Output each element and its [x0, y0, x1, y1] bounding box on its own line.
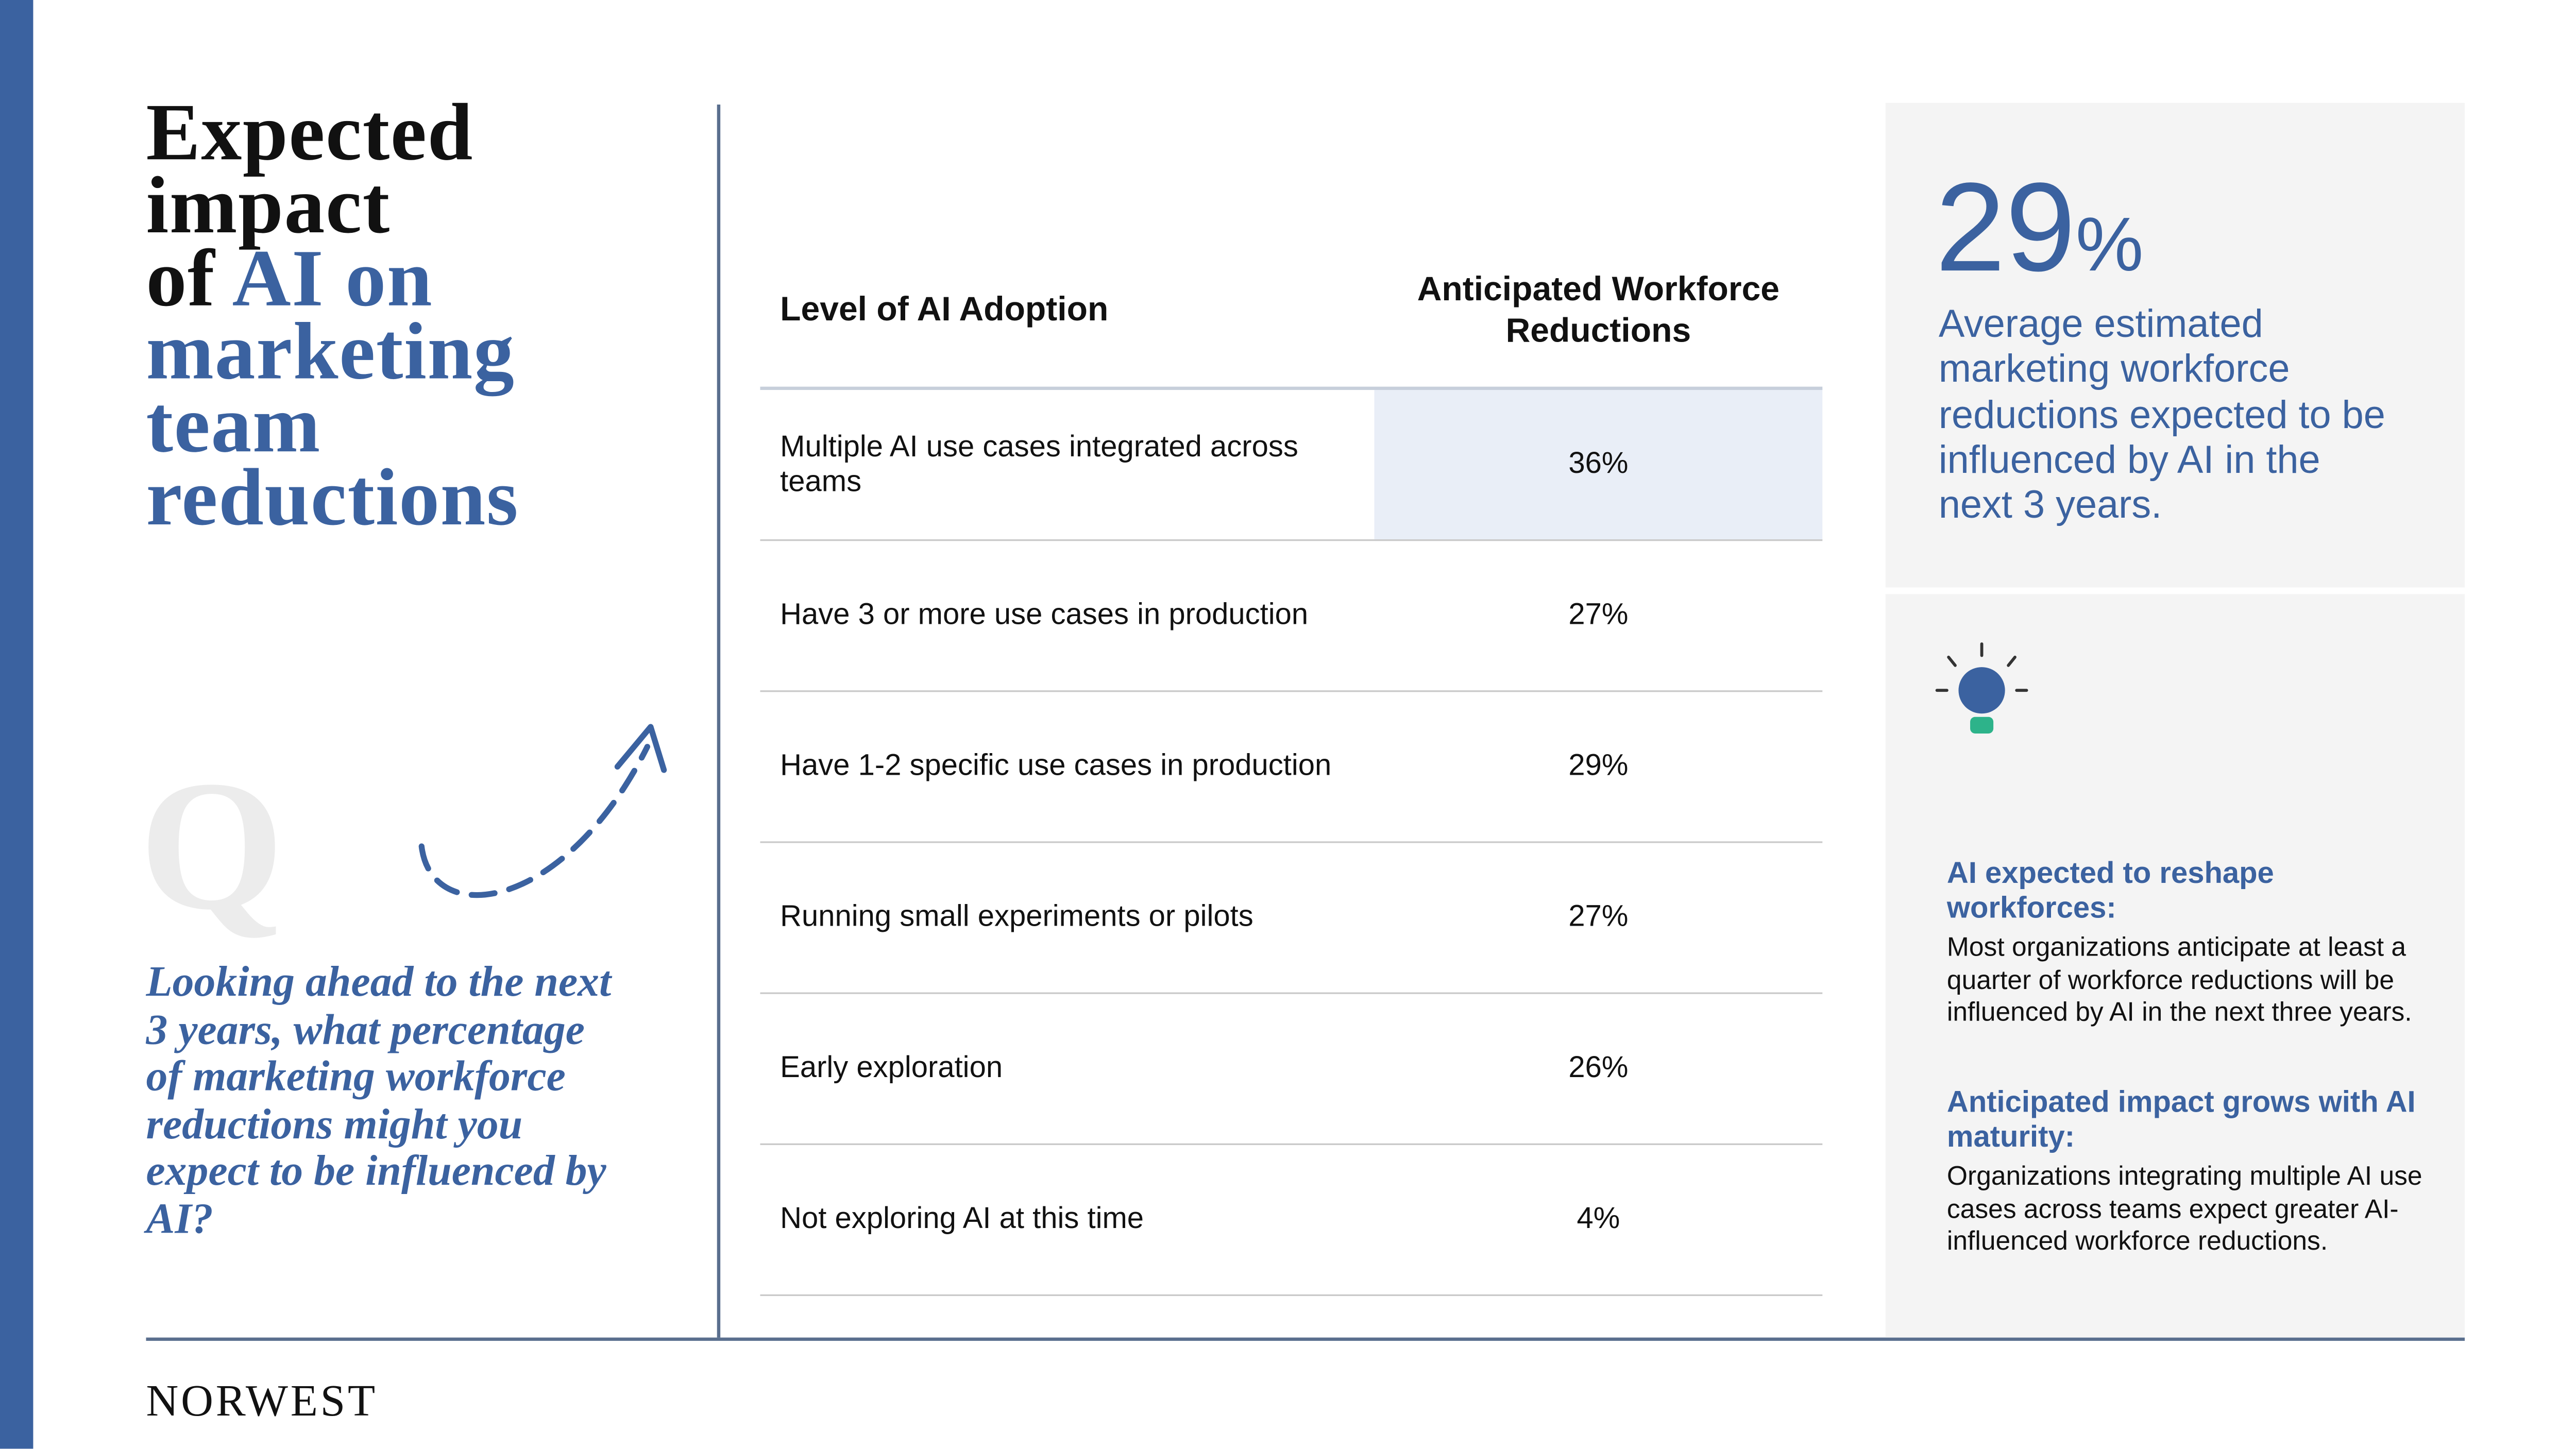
title-line: team — [146, 378, 321, 470]
stat-panel — [1885, 103, 2465, 588]
insight-body: Most organizations anticipate at least a… — [1946, 934, 2412, 1028]
title-line: impact — [146, 159, 391, 251]
insight-heading: Anticipated impact grows with AI maturit… — [1946, 1085, 2416, 1154]
title-line: AI on — [232, 232, 433, 324]
adoption-level: Not exploring AI at this time — [760, 1144, 1375, 1297]
divider — [717, 104, 720, 1338]
header-row: Level of AI Adoption Anticipated Workfor… — [760, 232, 1823, 390]
reduction-value: 26% — [1374, 993, 1823, 1145]
adoption-level: Have 1-2 specific use cases in productio… — [760, 691, 1375, 843]
table-row: Not exploring AI at this time 4% — [760, 1144, 1823, 1297]
lightbulb-icon — [1935, 642, 2028, 734]
adoption-level: Have 3 or more use cases in production — [760, 540, 1375, 692]
title: Expected impact of AI on marketing team … — [146, 91, 519, 538]
header-cell: Anticipated Workforce Reductions — [1374, 232, 1823, 390]
title-line: Expected — [146, 86, 473, 178]
reduction-value: 29% — [1374, 691, 1823, 843]
arrow — [418, 724, 667, 898]
divider — [146, 1337, 2465, 1340]
brand: NORWEST — [146, 1375, 378, 1426]
question: Looking ahead to the next 3 years, what … — [146, 957, 612, 1242]
insight-body: Organizations integrating multiple AI us… — [1946, 1163, 2422, 1256]
table-row: Running small experiments or pilots 27% — [760, 842, 1823, 994]
title-line: marketing — [146, 305, 515, 397]
reduction-value: 27% — [1374, 540, 1823, 692]
title-line: of — [146, 232, 216, 324]
q-mark: Q — [139, 743, 284, 949]
stat: 29% — [1935, 158, 2143, 315]
stat-number: 29 — [1935, 158, 2076, 299]
adoption-level: Multiple AI use cases integrated across … — [760, 388, 1375, 541]
reduction-value: 27% — [1374, 842, 1823, 994]
stat-caption: Average estimated marketing workforce re… — [1938, 302, 2385, 526]
header-cell: Level of AI Adoption — [760, 232, 1375, 390]
adoption-level: Running small experiments or pilots — [760, 842, 1375, 994]
adoption-level: Early exploration — [760, 993, 1375, 1145]
insight: Anticipated impact grows with AI maturit… — [1947, 1085, 2428, 1259]
reduction-value: 4% — [1374, 1144, 1823, 1297]
reduction-value: 36% — [1374, 388, 1823, 541]
stat-unit: % — [2075, 200, 2144, 287]
insight: AI expected to reshape workforces: Most … — [1947, 856, 2428, 1030]
insight-heading: AI expected to reshape workforces: — [1946, 856, 2274, 925]
table-row: Have 1-2 specific use cases in productio… — [760, 691, 1823, 843]
table-row: Multiple AI use cases integrated across … — [760, 388, 1823, 541]
side-bar — [0, 0, 33, 1449]
table-row: Have 3 or more use cases in production 27… — [760, 540, 1823, 692]
table-row: Early exploration 26% — [760, 993, 1823, 1145]
table: Level of AI Adoption Anticipated Workfor… — [760, 232, 1823, 1297]
title-line: reductions — [146, 451, 519, 543]
